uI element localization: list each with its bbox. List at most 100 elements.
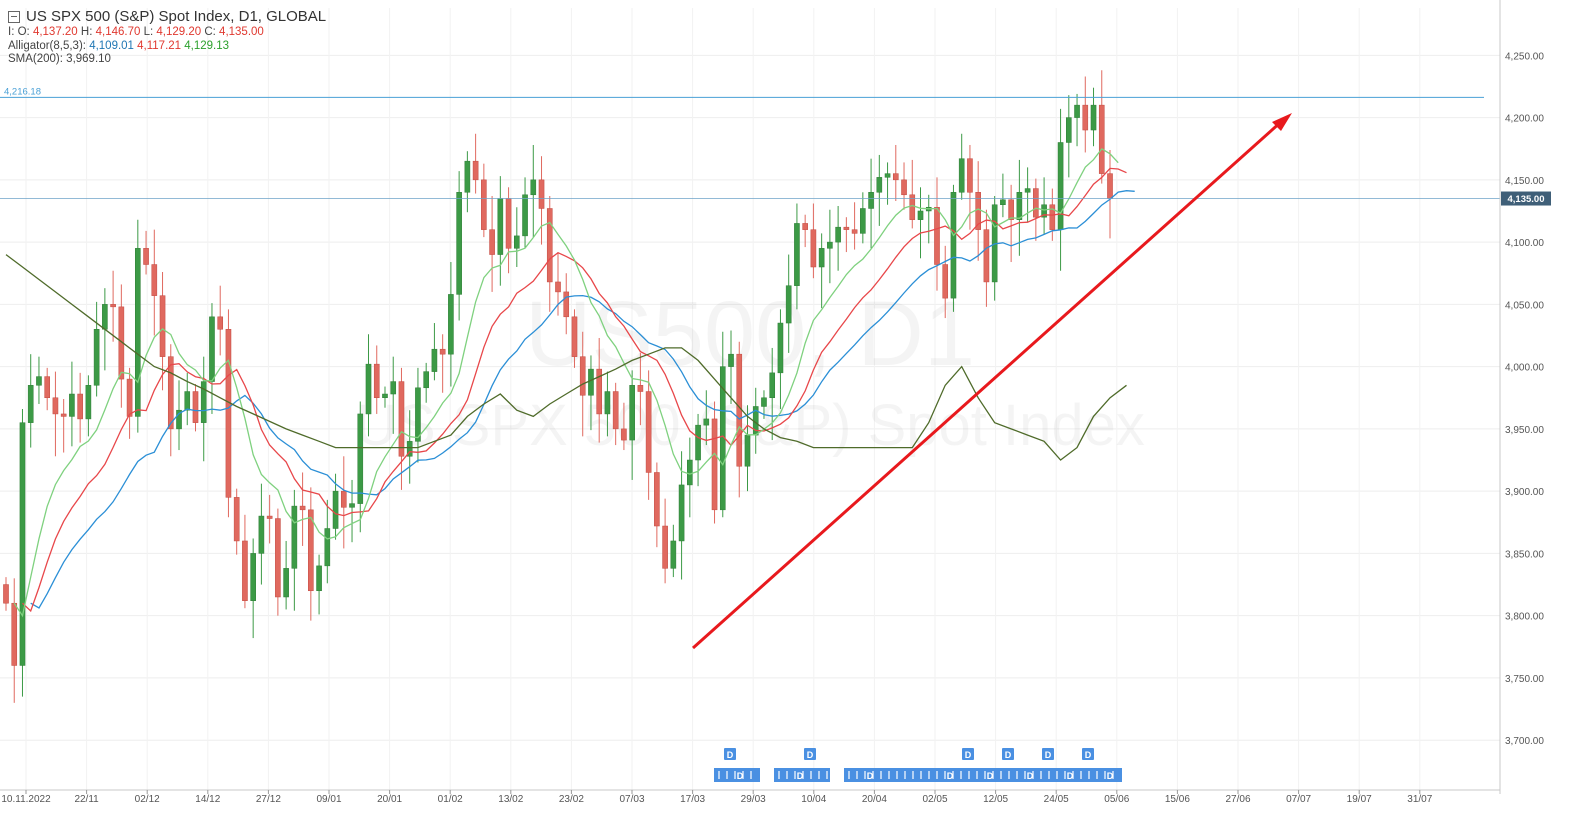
candle-body xyxy=(711,418,718,511)
candle-body xyxy=(942,264,949,299)
candle-body xyxy=(151,264,158,296)
x-tick-label: 13/02 xyxy=(498,794,523,805)
y-tick-label: 3,900.00 xyxy=(1505,487,1544,498)
x-tick-label: 17/03 xyxy=(680,794,705,805)
candle-body xyxy=(876,177,883,193)
candle-body xyxy=(538,179,545,209)
candle-body xyxy=(1049,204,1056,230)
event-marker-label: D xyxy=(867,771,874,781)
candle-body xyxy=(777,322,784,374)
candle-body xyxy=(209,316,215,382)
sma-line: SMA(200): 3,969.10 xyxy=(8,53,111,65)
candle-body xyxy=(728,353,734,367)
trendline[interactable] xyxy=(691,113,1292,650)
candle-body xyxy=(868,192,874,209)
candle-body xyxy=(464,160,471,193)
candle-body xyxy=(398,381,405,457)
x-tick-label: 07/03 xyxy=(619,794,644,805)
candle-body xyxy=(571,316,578,357)
event-marker-label: D xyxy=(965,750,972,760)
candle-body xyxy=(687,459,693,486)
candle-body xyxy=(60,413,67,417)
high-value: 4,146.70 xyxy=(95,26,141,38)
candle-body xyxy=(1008,199,1014,220)
alligator-teeth-value: 4,117.21 xyxy=(137,39,182,52)
candle-body xyxy=(11,602,18,666)
candle-body xyxy=(810,229,817,268)
alligator-lips-value: 4,129.13 xyxy=(184,39,230,52)
candle-body xyxy=(390,381,397,395)
instrument-title: US SPX 500 (S&P) Spot Index, D1, GLOBAL xyxy=(26,8,327,25)
y-tick-label: 4,200.00 xyxy=(1505,114,1544,125)
candle-body xyxy=(950,192,957,299)
candle-body xyxy=(505,198,512,249)
last-price-label: 4,135.00 xyxy=(1508,194,1545,205)
candle-body xyxy=(110,304,116,308)
collapse-icon[interactable] xyxy=(8,11,20,23)
last-price-badge xyxy=(1501,191,1551,206)
open-value: 4,137.20 xyxy=(32,26,78,38)
sma-value: 3,969.10 xyxy=(66,53,111,65)
candle-body xyxy=(200,381,207,423)
candle-body xyxy=(93,329,100,386)
candle-body xyxy=(736,353,743,467)
x-tick-label: 20/01 xyxy=(377,794,402,805)
candle-body xyxy=(851,229,858,234)
candle-body xyxy=(340,490,347,508)
candle-body xyxy=(1074,104,1080,118)
candle-body xyxy=(802,223,808,230)
candle-body xyxy=(744,434,751,467)
x-tick-label: 10/04 xyxy=(801,794,826,805)
event-markers[interactable]: D D D D D D D D D D D D D D xyxy=(714,748,1122,782)
axes: 4,250.00 4,200.00 4,150.00 4,100.00 4,050.00… xyxy=(0,0,1544,805)
x-tick-label: 07/07 xyxy=(1286,794,1311,805)
candle-body xyxy=(324,528,331,567)
candle-body xyxy=(695,424,701,461)
y-tick-label: 4,000.00 xyxy=(1505,363,1544,374)
event-marker-label: D xyxy=(807,750,814,760)
candle-body xyxy=(283,568,289,598)
x-tick-label: 14/12 xyxy=(195,794,220,805)
candle-body xyxy=(785,285,792,324)
candle-body xyxy=(497,198,504,255)
candle-body xyxy=(1066,117,1072,143)
candle-body xyxy=(291,505,298,569)
event-marker-top xyxy=(1042,748,1054,760)
candle-body xyxy=(69,393,75,417)
horizontal-lines[interactable]: 4,216.18 4,135.00 xyxy=(0,86,1551,206)
event-marker-label: D xyxy=(1067,771,1074,781)
event-marker-label: D xyxy=(1107,771,1114,781)
candle-body xyxy=(184,391,191,411)
candle-body xyxy=(637,385,644,392)
candle-body xyxy=(522,194,528,237)
candle-body xyxy=(769,372,776,399)
candle-body xyxy=(85,385,92,420)
candle-body xyxy=(1024,188,1031,193)
candle-body xyxy=(159,295,166,357)
candle-body xyxy=(983,229,990,283)
x-tick-label: 19/07 xyxy=(1347,794,1372,805)
x-tick-label: 20/04 xyxy=(862,794,887,805)
candle-body xyxy=(612,391,619,430)
candle-body xyxy=(645,391,652,473)
candle-body xyxy=(1016,192,1023,220)
event-marker-label: D xyxy=(1085,750,1092,760)
candle-body xyxy=(357,413,364,504)
indicator-lines xyxy=(5,147,1135,618)
candle-body xyxy=(917,210,924,220)
candle-body xyxy=(1057,142,1064,230)
event-marker-top xyxy=(804,748,816,760)
candle-body xyxy=(703,418,710,426)
candle-body xyxy=(299,505,306,511)
candle-body xyxy=(563,291,570,318)
event-marker-top xyxy=(1002,748,1014,760)
candle-body xyxy=(596,368,602,415)
candle-body xyxy=(934,206,940,265)
candle-body xyxy=(373,363,380,399)
candle-body xyxy=(1098,104,1105,174)
candle-body xyxy=(588,368,594,396)
x-tick-label: 05/06 xyxy=(1104,794,1129,805)
x-tick-label: 23/02 xyxy=(559,794,584,805)
y-tick-label: 3,750.00 xyxy=(1505,674,1544,685)
